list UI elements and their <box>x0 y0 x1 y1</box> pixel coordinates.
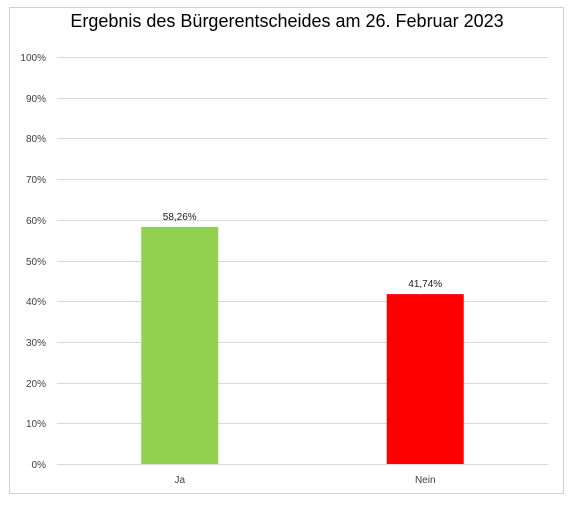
y-tick-label: 50% <box>26 257 46 268</box>
y-tick-label: 90% <box>26 94 46 105</box>
y-tick-label: 60% <box>26 216 46 227</box>
gridlines <box>57 57 548 465</box>
y-tick-label: 20% <box>26 379 46 390</box>
bar-nein <box>386 294 464 464</box>
y-tick-label: 30% <box>26 338 46 349</box>
data-label: 41,74% <box>408 279 442 290</box>
bars <box>141 226 464 464</box>
y-tick-label: 0% <box>32 460 47 471</box>
x-tick-label: Ja <box>174 475 185 486</box>
y-tick-label: 40% <box>26 297 46 308</box>
chart-title: Ergebnis des Bürgerentscheides am 26. Fe… <box>70 11 504 31</box>
x-tick-label: Nein <box>415 475 436 486</box>
y-tick-label: 10% <box>26 419 46 430</box>
y-tick-label: 100% <box>20 53 46 64</box>
chart-frame <box>9 7 564 494</box>
y-tick-label: 70% <box>26 175 46 186</box>
data-labels: 58,26% 41,74% <box>163 212 443 290</box>
bar-ja <box>141 226 219 464</box>
y-axis: 0% 10% 20% 30% 40% 50% 60% 70% 80% 90% 100% <box>20 53 46 471</box>
x-axis: Ja Nein <box>174 475 435 486</box>
y-tick-label: 80% <box>26 134 46 145</box>
data-label: 58,26% <box>163 212 197 223</box>
